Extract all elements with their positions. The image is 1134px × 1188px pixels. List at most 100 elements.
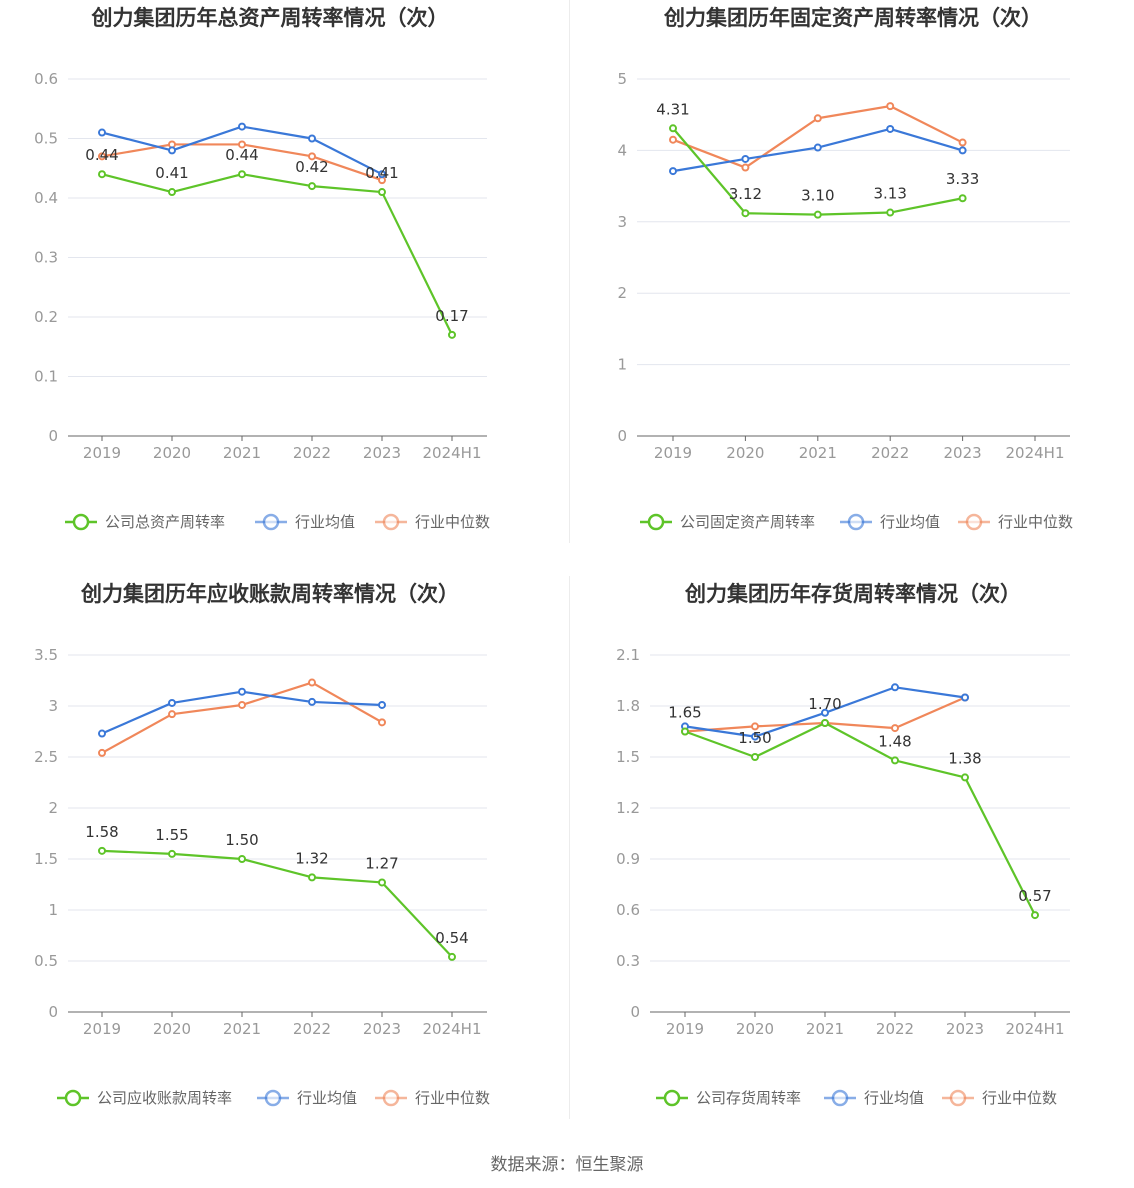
- data-label: 0.42: [295, 158, 328, 176]
- legend-label: 公司应收账款周转率: [97, 1089, 232, 1107]
- legend-item-avg: 行业均值: [255, 513, 355, 531]
- data-point-avg: [821, 708, 829, 717]
- data-point-company: [378, 188, 386, 197]
- legend-swatch-marker: [72, 513, 90, 531]
- x-tick-label: 2020: [736, 1020, 774, 1038]
- legend-item-company: 公司固定资产周转率: [640, 513, 815, 531]
- y-tick-label: 1.5: [34, 850, 58, 868]
- legend-item-median: 行业中位数: [375, 513, 490, 531]
- x-tick-label: 2020: [153, 444, 191, 462]
- data-source-note: 数据来源：恒生聚源: [490, 1155, 644, 1175]
- x-tick-label: 2019: [666, 1020, 704, 1038]
- y-tick-label: 2.1: [616, 646, 640, 664]
- chart-title: 创力集团历年存货周转率情况（次）: [684, 582, 1021, 606]
- y-tick-label: 3: [48, 697, 58, 715]
- legend-item-median: 行业中位数: [958, 513, 1073, 531]
- data-label: 1.48: [878, 732, 911, 750]
- data-label: 1.65: [668, 704, 701, 722]
- legend-swatch-marker: [847, 513, 865, 531]
- data-point-median: [751, 722, 759, 731]
- x-tick-label: 2024H1: [423, 444, 482, 462]
- y-tick-label: 5: [617, 70, 627, 88]
- data-label: 0.57: [1018, 887, 1051, 905]
- data-label: 1.50: [738, 729, 771, 747]
- legend-item-company: 公司存货周转率: [656, 1089, 801, 1107]
- legend-label: 公司固定资产周转率: [680, 513, 815, 531]
- data-point-company: [168, 188, 176, 197]
- data-label: 0.44: [85, 146, 118, 164]
- data-point-company: [448, 330, 456, 339]
- legend-swatch-marker: [262, 513, 280, 531]
- x-tick-label: 2021: [223, 444, 261, 462]
- x-tick-label: 2022: [293, 1020, 331, 1038]
- legend-swatch-marker: [382, 1089, 400, 1107]
- data-point-avg: [378, 170, 386, 179]
- data-label: 3.13: [873, 185, 906, 203]
- x-tick-label: 2021: [799, 444, 837, 462]
- data-point-median: [238, 140, 246, 149]
- chart-title: 创力集团历年总资产周转率情况（次）: [91, 6, 449, 30]
- series-line-company: [684, 721, 1036, 916]
- y-tick-label: 1: [48, 901, 58, 919]
- y-tick-label: 0: [617, 427, 627, 445]
- x-tick-label: 2019: [654, 444, 692, 462]
- x-tick-label: 2023: [363, 1020, 401, 1038]
- y-tick-label: 0.1: [34, 368, 58, 386]
- y-tick-label: 0.3: [616, 952, 640, 970]
- data-point-median: [891, 724, 899, 733]
- y-tick-label: 0.5: [34, 952, 58, 970]
- data-point-company: [98, 170, 106, 179]
- data-point-avg: [98, 729, 106, 738]
- y-tick-label: 1: [617, 356, 627, 374]
- data-point-company: [448, 952, 456, 961]
- data-point-median: [741, 163, 750, 172]
- vertical-divider-top: [569, 0, 570, 543]
- data-label: 3.12: [729, 185, 762, 203]
- series-line-company: [101, 849, 453, 958]
- legend-item-company: 公司总资产周转率: [65, 513, 225, 531]
- data-point-median: [98, 152, 106, 161]
- data-point-avg: [168, 146, 176, 155]
- legend-swatch-marker: [382, 513, 400, 531]
- legend-swatch-marker: [647, 513, 665, 531]
- data-point-median: [308, 152, 316, 161]
- y-tick-label: 0.4: [34, 189, 58, 207]
- legend-label: 行业中位数: [998, 513, 1073, 531]
- legend-swatch-marker: [264, 1089, 282, 1107]
- y-tick-label: 0.6: [34, 70, 58, 88]
- x-tick-label: 2024H1: [1006, 1020, 1065, 1038]
- legend-label: 行业中位数: [982, 1089, 1057, 1107]
- data-point-median: [98, 748, 106, 757]
- data-point-company: [681, 727, 689, 736]
- legend-item-median: 行业中位数: [375, 1089, 490, 1107]
- y-tick-label: 2: [48, 799, 58, 817]
- y-tick-label: 0: [630, 1003, 640, 1021]
- data-label: 3.33: [946, 170, 979, 188]
- y-tick-label: 0.5: [34, 130, 58, 148]
- legend-swatch-marker: [64, 1089, 82, 1107]
- y-tick-label: 1.2: [616, 799, 640, 817]
- y-tick-label: 0: [48, 427, 58, 445]
- y-tick-label: 3: [617, 213, 627, 231]
- data-point-company: [958, 194, 967, 203]
- data-point-median: [958, 138, 967, 147]
- legend-swatch-marker: [949, 1089, 967, 1107]
- legend-item-median: 行业中位数: [942, 1089, 1057, 1107]
- legend-label: 行业均值: [880, 513, 940, 531]
- data-point-median: [378, 718, 386, 727]
- x-tick-label: 2022: [876, 1020, 914, 1038]
- data-label: 0.41: [155, 164, 188, 182]
- legend-label: 公司存货周转率: [696, 1089, 801, 1107]
- data-point-avg: [669, 167, 677, 176]
- data-label: 1.32: [295, 849, 328, 867]
- y-tick-label: 3.5: [34, 646, 58, 664]
- x-tick-label: 2022: [871, 444, 909, 462]
- legend-label: 行业均值: [297, 1089, 357, 1107]
- x-tick-label: 2023: [944, 444, 982, 462]
- data-label: 1.27: [365, 854, 398, 872]
- legend-label: 行业中位数: [415, 513, 490, 531]
- legend-item-avg: 行业均值: [257, 1089, 357, 1107]
- x-tick-label: 2020: [153, 1020, 191, 1038]
- data-point-median: [238, 700, 246, 709]
- data-point-avg: [891, 683, 899, 692]
